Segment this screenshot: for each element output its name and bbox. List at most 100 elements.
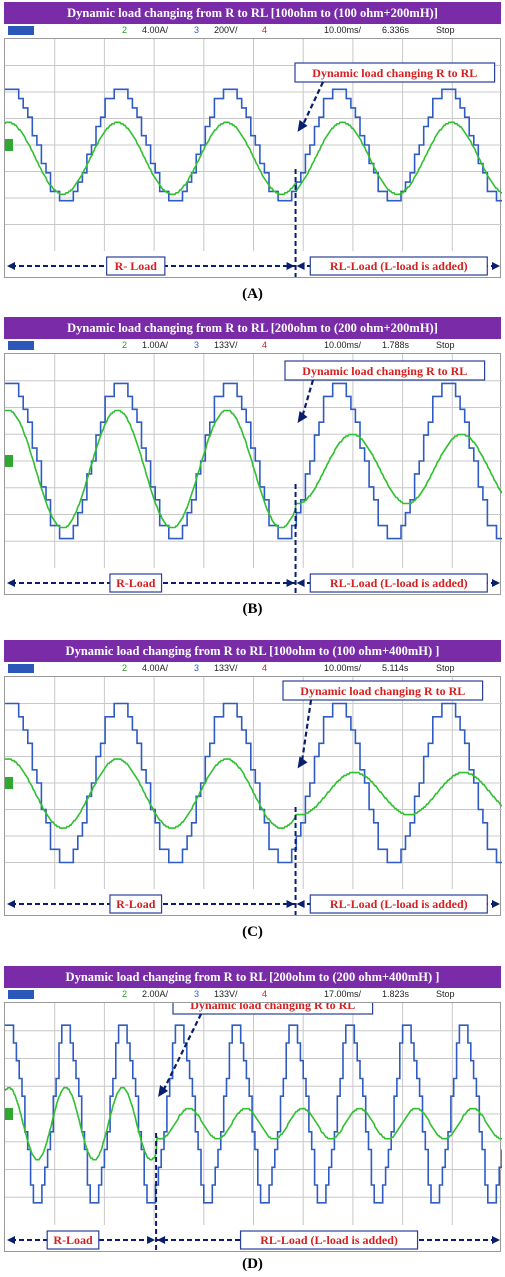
trigger-position: 1.788s [382, 340, 410, 350]
r-load-label-text: R- Load [115, 259, 158, 273]
arrow-head-mid-left [147, 1236, 156, 1244]
rl-load-label-text: RL-Load (L-load is added) [330, 576, 468, 590]
arrow-head-mid-right [157, 1236, 166, 1244]
callout-text: Dynamic load changing R to RL [300, 684, 465, 698]
voltage-trace [5, 1024, 502, 1204]
current-trace [5, 121, 502, 196]
r-load-label: R- Load [106, 256, 166, 276]
figure-label: (A) [242, 286, 263, 302]
rl-load-label: RL-Load (L-load is added) [239, 1230, 419, 1250]
callout-arrow [300, 699, 313, 765]
rl-load-label-box [309, 573, 488, 593]
arrow-head-mid-left [286, 900, 295, 908]
ch3-scale: 200V/ [214, 25, 238, 35]
rl-load-label-text: RL-Load (L-load is added) [330, 897, 468, 911]
arrow-head-left [7, 900, 15, 908]
chart-title: Dynamic load changing from R to RL [100o… [4, 640, 501, 662]
ch2-scale: 2.00A/ [142, 989, 169, 999]
r-load-label: R-Load [46, 1230, 100, 1250]
rl-load-label-text: RL-Load (L-load is added) [330, 259, 468, 273]
callout-arrow [300, 81, 324, 129]
ground-marker [5, 1108, 13, 1120]
r-load-label: R-Load [109, 573, 163, 593]
switch-callout: Dynamic load changing R to RL [294, 62, 496, 132]
r-load-label-text: R-Load [53, 1233, 93, 1247]
rl-load-label-box [239, 1230, 419, 1250]
ch3-scale: 133V/ [214, 989, 238, 999]
ch2-scale: 4.00A/ [142, 663, 169, 673]
acquisition-mode: Stop [436, 25, 455, 35]
arrow-head-left [7, 579, 15, 587]
rl-load-label: RL-Load (L-load is added) [309, 894, 488, 914]
timebase: 10.00ms/ [324, 25, 362, 35]
arrow-head-mid-right [296, 579, 305, 587]
acquisition-mode: Stop [436, 663, 455, 673]
ch2-number: 2 [122, 663, 128, 673]
callout-box [284, 360, 486, 381]
timebase: 10.00ms/ [324, 663, 362, 673]
scope-status-bar: 2 4.00A/ 3 200V/ 4 10.00ms/ 6.336s Stop [4, 24, 501, 37]
scope-screen: R-Load RL-Load (L-load is added) Dynamic l… [4, 676, 502, 916]
current-trace [5, 758, 502, 829]
ch3-scale: 133V/ [214, 663, 238, 673]
ch4-number: 4 [262, 663, 268, 673]
trigger-position: 1.823s [382, 989, 410, 999]
current-trace [5, 1086, 502, 1161]
channel-1-chip [8, 990, 34, 999]
scope-screen: R-Load RL-Load (L-load is added) Dynamic l… [4, 353, 502, 595]
r-load-label-text: R-Load [116, 897, 156, 911]
r-load-label-text: R-Load [116, 576, 156, 590]
chart-title: Dynamic load changing from R to RL [200o… [4, 317, 501, 339]
rl-load-label: RL-Load (L-load is added) [309, 573, 488, 593]
acquisition-mode: Stop [436, 989, 455, 999]
arrow-head-left [7, 1236, 15, 1244]
switch-callout: Dynamic load changing R to RL [158, 1003, 374, 1098]
voltage-trace [5, 382, 502, 540]
callout-arrow-head [297, 119, 308, 132]
ch4-number: 4 [262, 25, 268, 35]
scope-grid [5, 354, 502, 568]
r-load-label-box [109, 894, 163, 914]
scope-screen: R-Load RL-Load (L-load is added) Dynamic l… [4, 1002, 502, 1252]
r-load-label-box [46, 1230, 100, 1250]
figure-label: (C) [242, 924, 263, 940]
callout-text: Dynamic load changing R to RL [302, 364, 467, 378]
voltage-trace [5, 702, 502, 864]
rl-load-label-text: RL-Load (L-load is added) [260, 1233, 398, 1247]
ground-marker [5, 139, 13, 151]
scope-status-bar: 2 2.00A/ 3 133V/ 4 17.00ms/ 1.823s Stop [4, 988, 501, 1001]
figure-label: (B) [242, 601, 263, 617]
arrow-head-mid-right [296, 262, 305, 270]
arrow-head-right [492, 262, 500, 270]
ch2-number: 2 [122, 340, 128, 350]
channel-1-chip [8, 341, 34, 350]
ch3-number: 3 [194, 663, 200, 673]
current-trace [5, 409, 502, 529]
rl-load-label-box [309, 256, 488, 276]
scope-plot: R-Load RL-Load (L-load is added) Dynamic l… [5, 1003, 502, 1251]
arrow-head-mid-right [296, 900, 305, 908]
ch3-number: 3 [194, 25, 200, 35]
arrow-head-right [492, 579, 500, 587]
scope-grid [5, 677, 502, 889]
rl-load-label-box [309, 894, 488, 914]
callout-box [294, 62, 496, 83]
ch2-scale: 4.00A/ [142, 25, 169, 35]
acquisition-mode: Stop [436, 340, 455, 350]
ground-marker [5, 455, 13, 467]
callout-arrow-head [297, 756, 308, 769]
scope-status-bar: 2 4.00A/ 3 133V/ 4 10.00ms/ 5.114s Stop [4, 662, 501, 675]
arrow-head-mid-left [286, 262, 295, 270]
arrow-head-right [492, 1236, 500, 1244]
callout-arrow-head [158, 1085, 169, 1098]
voltage-trace [5, 88, 502, 202]
ch2-number: 2 [122, 25, 128, 35]
r-load-label-box [109, 573, 163, 593]
callout-box [172, 1003, 374, 1015]
scope-plot: R- Load RL-Load (L-load is added) Dynamic … [5, 39, 502, 277]
scope-screen: R- Load RL-Load (L-load is added) Dynamic … [4, 38, 502, 278]
switch-callout: Dynamic load changing R to RL [282, 680, 484, 769]
rl-load-label: RL-Load (L-load is added) [309, 256, 488, 276]
ch4-number: 4 [262, 989, 268, 999]
arrow-head-mid-left [286, 579, 295, 587]
